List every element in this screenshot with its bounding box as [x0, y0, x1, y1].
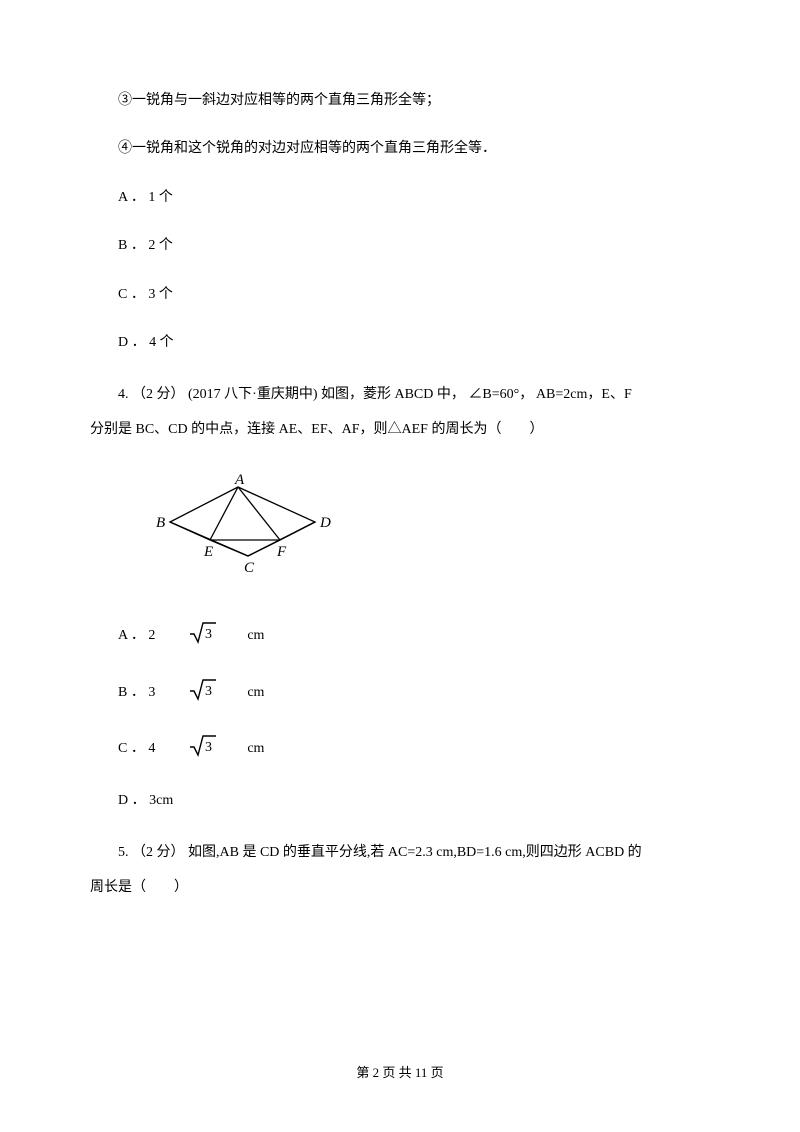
- q3-option-c: C ． 3 个: [90, 284, 710, 306]
- svg-text:3: 3: [205, 627, 212, 642]
- q4-option-c-unit: cm: [219, 738, 264, 760]
- q4-diagram: A B C D E F: [150, 472, 710, 600]
- q3-option-a: A ． 1 个: [90, 187, 710, 209]
- q4-option-a-unit: cm: [219, 625, 264, 647]
- page-footer: 第 2 页 共 11 页: [0, 1063, 800, 1084]
- statement-4: ④一锐角和这个锐角的对边对应相等的两个直角三角形全等．: [90, 138, 710, 160]
- q4-option-d: D ． 3cm: [90, 790, 710, 812]
- diagram-label-e: E: [203, 544, 213, 560]
- q5-line2: 周长是（ ）: [90, 873, 710, 904]
- q3-option-d: D ． 4 个: [90, 332, 710, 354]
- q4-option-b: B ． 3 3 cm: [90, 677, 710, 709]
- q4-option-c: C ． 4 3 cm: [90, 733, 710, 765]
- diagram-label-a: A: [234, 472, 245, 488]
- q5-line1: 5. （2 分） 如图,AB 是 CD 的垂直平分线,若 AC=2.3 cm,B…: [90, 838, 710, 869]
- q4-line1: 4. （2 分） (2017 八下·重庆期中) 如图，菱形 ABCD 中， ∠B…: [90, 380, 710, 411]
- q4-option-b-prefix: B ． 3: [90, 682, 155, 704]
- svg-text:3: 3: [205, 684, 212, 699]
- q4-option-a: A ． 2 3 cm: [90, 620, 710, 652]
- diagram-label-b: B: [156, 515, 165, 531]
- sqrt-icon: 3: [161, 620, 217, 652]
- q4-line2: 分别是 BC、CD 的中点，连接 AE、EF、AF，则△AEF 的周长为（ ）: [90, 415, 710, 446]
- statement-3: ③一锐角与一斜边对应相等的两个直角三角形全等；: [90, 90, 710, 112]
- svg-text:3: 3: [205, 740, 212, 755]
- q4-option-c-prefix: C ． 4: [90, 738, 155, 760]
- q4-option-b-unit: cm: [219, 682, 264, 704]
- diagram-label-f: F: [276, 544, 287, 560]
- q4-option-a-prefix: A ． 2: [90, 625, 155, 647]
- diagram-label-d: D: [319, 515, 331, 531]
- sqrt-icon: 3: [161, 677, 217, 709]
- q3-option-b: B ． 2 个: [90, 235, 710, 257]
- sqrt-icon: 3: [161, 733, 217, 765]
- diagram-label-c: C: [244, 560, 255, 576]
